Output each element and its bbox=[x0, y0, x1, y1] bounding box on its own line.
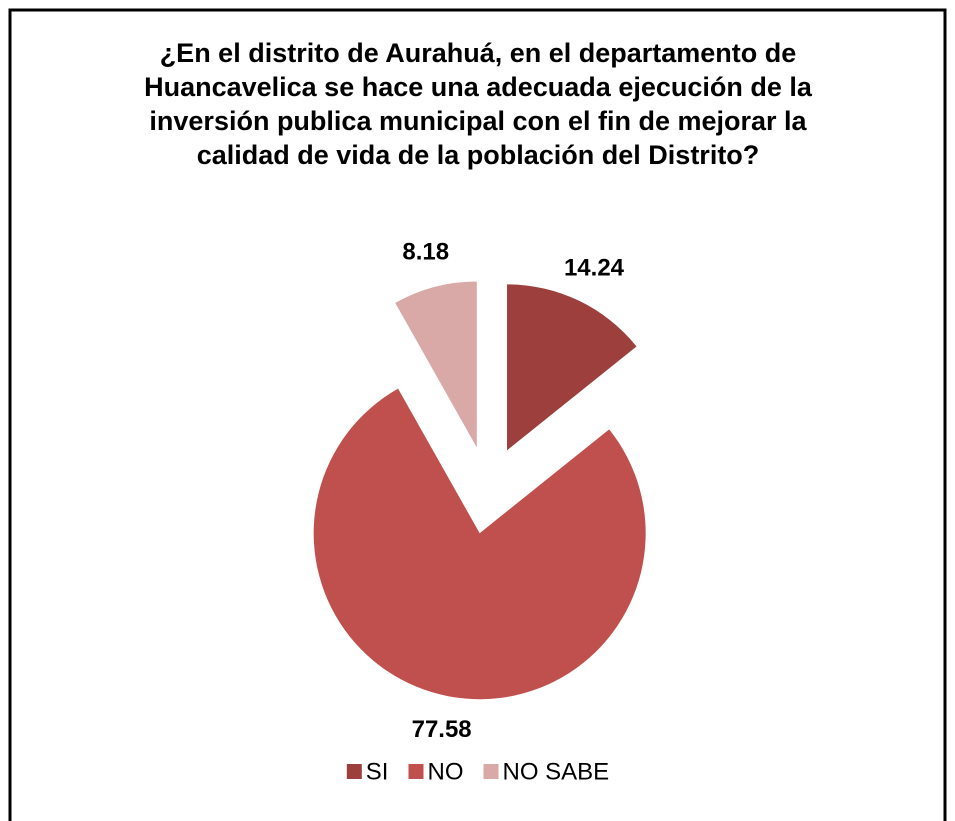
legend-label: NO bbox=[427, 758, 463, 785]
chart-border bbox=[8, 8, 947, 821]
pie-slice bbox=[313, 388, 646, 700]
pie-slice bbox=[395, 281, 477, 448]
data-label: 77.58 bbox=[412, 716, 472, 743]
legend-swatch bbox=[483, 764, 499, 779]
pie-slice bbox=[507, 284, 637, 451]
legend-label: NO SABE bbox=[502, 758, 609, 785]
data-label: 8.18 bbox=[402, 238, 449, 265]
legend-swatch bbox=[408, 764, 424, 779]
data-label: 14.24 bbox=[564, 254, 625, 281]
chart-title: ¿En el distrito de Aurahuá, en el depart… bbox=[144, 38, 812, 170]
legend-swatch bbox=[346, 764, 362, 779]
legend-label: SI bbox=[366, 758, 389, 785]
